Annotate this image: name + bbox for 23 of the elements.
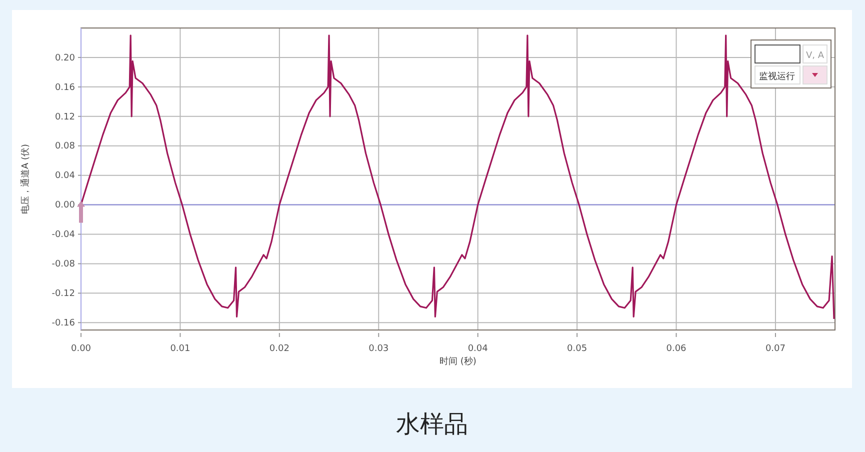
annotation: V, A bbox=[806, 51, 825, 61]
x-tick-label: 0.06 bbox=[666, 344, 687, 354]
y-axis-title: 电压，通道A (伏) bbox=[20, 144, 31, 214]
y-tick-label: 0.12 bbox=[54, 112, 75, 122]
x-tick-label: 0.03 bbox=[368, 344, 389, 354]
annotation: 监视运行 bbox=[759, 71, 795, 82]
y-tick-label: 0.20 bbox=[54, 53, 76, 64]
x-tick-label: 0.00 bbox=[70, 344, 92, 354]
x-axis-title: 时间 (秒) bbox=[440, 356, 476, 367]
y-tick-label: -0.08 bbox=[52, 260, 76, 270]
x-tick-label: 0.02 bbox=[269, 344, 290, 354]
text: 水样品 bbox=[396, 410, 468, 438]
y-tick-label: 0.08 bbox=[54, 142, 76, 152]
x-tick-label: 0.01 bbox=[170, 344, 190, 354]
y-tick-label: 0.16 bbox=[54, 82, 76, 93]
y-tick-label: -0.04 bbox=[52, 230, 76, 240]
x-tick-label: 0.05 bbox=[567, 344, 588, 354]
x-tick-label: 0.07 bbox=[765, 344, 786, 354]
y-tick-label: 0.04 bbox=[54, 171, 76, 182]
y-tick-label: 0.00 bbox=[54, 200, 76, 211]
x-tick-label: 0.04 bbox=[468, 344, 488, 354]
y-tick-label: -0.16 bbox=[52, 318, 76, 329]
y-tick-label: -0.12 bbox=[52, 289, 75, 300]
